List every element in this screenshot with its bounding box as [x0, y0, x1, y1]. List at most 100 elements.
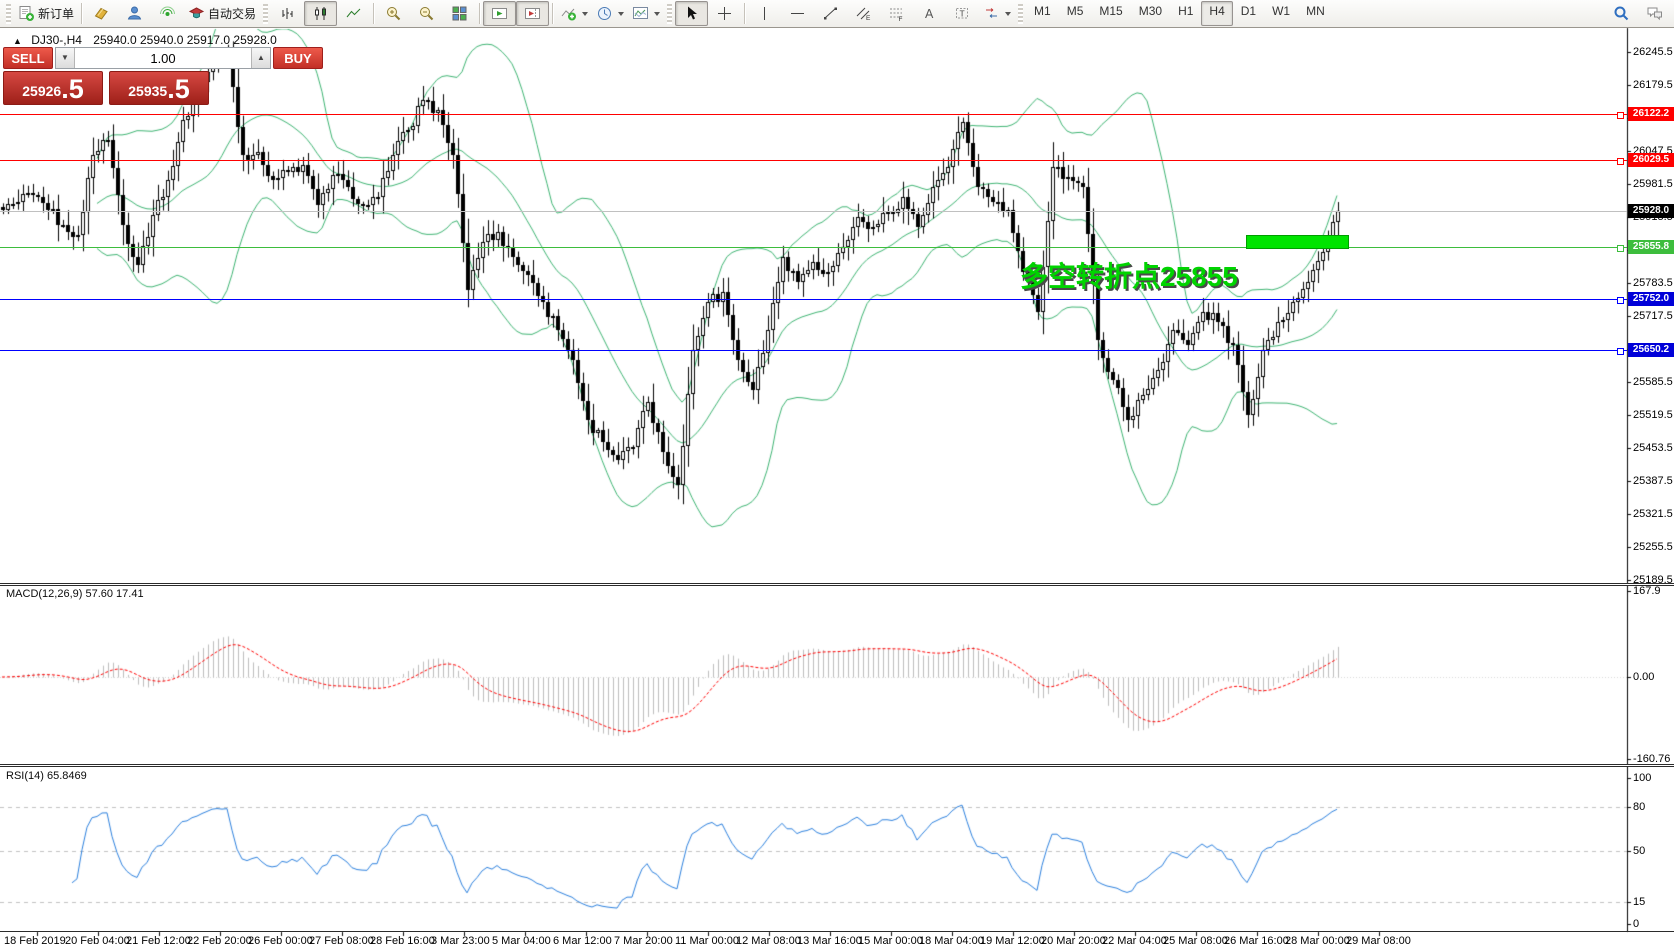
price-axis-tick-label: 25585.5 [1633, 376, 1673, 388]
chat-button[interactable] [1638, 1, 1671, 26]
time-axis-label: 20 Feb 04:00 [65, 935, 130, 947]
timeframe-m5-button[interactable]: M5 [1066, 4, 1084, 18]
chart-ohlc-values: 25940.0 25940.0 25917.0 25928.0 [93, 33, 277, 47]
price-level-label: 26122.2 [1628, 107, 1674, 121]
bar-chart-button[interactable] [271, 1, 304, 26]
tile-windows-button[interactable] [443, 1, 476, 26]
horizontal-level-line[interactable] [0, 299, 1627, 300]
periods-button[interactable] [592, 1, 628, 26]
time-axis-separator [0, 931, 1674, 932]
vertical-line-button[interactable] [748, 1, 781, 26]
horizontal-level-line[interactable] [0, 247, 1627, 248]
fibonacci-button[interactable]: F [880, 1, 913, 26]
new-order-button[interactable]: 新订单 [14, 1, 78, 26]
templates-button[interactable] [628, 1, 664, 26]
price-axis-tick-label: 26179.5 [1633, 79, 1673, 91]
rsi-indicator-label: RSI(14) 65.8469 [6, 770, 87, 782]
crosshair-button[interactable] [708, 1, 741, 26]
volume-increase-button[interactable]: ▲ [251, 48, 270, 68]
level-line-handle[interactable] [1617, 245, 1624, 252]
new-order-label: 新订单 [38, 7, 75, 21]
sell-button[interactable]: SELL [3, 47, 53, 69]
price-level-label: 25752.0 [1628, 292, 1674, 306]
price-axis-tick-label: 26245.5 [1633, 46, 1673, 58]
profile-button[interactable] [118, 1, 151, 26]
macd-axis-tick-label: 0.00 [1633, 671, 1655, 683]
text-label-button[interactable]: T [946, 1, 979, 26]
signals-button[interactable] [151, 1, 184, 26]
toolbar-grip[interactable] [263, 3, 269, 24]
time-axis[interactable]: 18 Feb 2019 20 Feb 04:00 21 Feb 12:00 22 Fe… [0, 932, 1674, 949]
buy-button[interactable]: BUY [273, 47, 323, 69]
search-icon [1613, 5, 1630, 22]
horizontal-level-line[interactable] [0, 160, 1627, 161]
time-axis-label: 27 Feb 08:00 [309, 935, 374, 947]
text-icon: A [921, 5, 938, 22]
indicators-icon [560, 5, 577, 22]
level-line-handle[interactable] [1617, 112, 1624, 119]
trendline-button[interactable] [814, 1, 847, 26]
horizontal-level-line[interactable] [0, 114, 1627, 115]
auto-scroll-button[interactable] [483, 1, 517, 26]
candlestick-chart-button[interactable] [304, 1, 338, 26]
timeframe-h1-button[interactable]: H1 [1178, 4, 1194, 18]
search-button[interactable] [1605, 1, 1638, 26]
level-line-handle[interactable] [1617, 158, 1624, 165]
time-axis-label: 28 Mar 00:00 [1285, 935, 1350, 947]
highlight-rectangle[interactable] [1246, 235, 1349, 249]
rsi-axis-tick-label: 0 [1633, 918, 1640, 930]
rsi-panel-separator[interactable] [0, 764, 1674, 767]
toolbar-grip[interactable] [667, 3, 673, 24]
price-axis-tick-label: 25981.5 [1633, 178, 1673, 190]
timeframe-d1-button[interactable]: D1 [1240, 4, 1257, 18]
price-level-label: 25855.8 [1628, 240, 1674, 254]
autotrading-label: 自动交易 [208, 7, 257, 21]
one-click-collapse-icon[interactable]: ▲ [13, 36, 22, 46]
timeframe-m15-button[interactable]: M15 [1099, 4, 1123, 18]
level-line-handle[interactable] [1617, 297, 1624, 304]
sell-price-box[interactable]: 25926 .5 [3, 71, 103, 105]
cursor-button[interactable] [675, 1, 709, 26]
toolbar-grip[interactable] [1018, 3, 1024, 24]
volume-decrease-button[interactable]: ▼ [56, 48, 75, 68]
line-chart-button[interactable] [337, 1, 370, 26]
text-button[interactable]: A [913, 1, 946, 26]
level-line-handle[interactable] [1617, 348, 1624, 355]
templates-icon [632, 5, 649, 22]
trendline-icon [822, 5, 839, 22]
toolbar: 新订单 自动交易 [0, 0, 1674, 28]
time-axis-label: 7 Mar 20:00 [614, 935, 673, 947]
price-axis-tick-label: 25783.5 [1633, 277, 1673, 289]
time-axis-label: 22 Feb 20:00 [187, 935, 252, 947]
wallet-button[interactable] [85, 1, 118, 26]
chart-annotation-text[interactable]: 多空转折点25855 [1020, 261, 1238, 292]
horizontal-line-button[interactable] [781, 1, 814, 26]
timeframe-w1-button[interactable]: W1 [1272, 4, 1291, 18]
toolbar-separator [552, 3, 554, 24]
rsi-axis-tick-label: 50 [1633, 845, 1646, 857]
price-axis-tick-label: 25255.5 [1633, 541, 1673, 553]
svg-text:A: A [925, 7, 934, 21]
timeframe-m30-button[interactable]: M30 [1138, 4, 1163, 18]
time-axis-label: 15 Mar 00:00 [858, 935, 923, 947]
current-price-line[interactable] [0, 211, 1627, 212]
price-axis-tick-label: 25387.5 [1633, 475, 1673, 487]
timeframe-mn-button[interactable]: MN [1306, 4, 1325, 18]
chart-shift-button[interactable] [516, 1, 550, 26]
timeframe-m1-button[interactable]: M1 [1034, 4, 1051, 18]
volume-input[interactable] [75, 48, 251, 68]
autotrading-button[interactable]: 自动交易 [184, 1, 260, 26]
toolbar-grip[interactable] [6, 3, 11, 24]
macd-panel-separator[interactable] [0, 583, 1674, 586]
chevron-down-icon [618, 11, 625, 16]
horizontal-level-line[interactable] [0, 350, 1627, 351]
indicators-button[interactable] [556, 1, 592, 26]
zoom-out-button[interactable] [410, 1, 443, 26]
zoom-in-button[interactable] [377, 1, 410, 26]
timeframe-h4-button[interactable]: H4 [1201, 1, 1233, 26]
equidistant-channel-button[interactable]: E [847, 1, 880, 26]
shapes-button[interactable] [979, 1, 1015, 26]
buy-price-box[interactable]: 25935 .5 [109, 71, 209, 105]
rsi-axis-tick-label: 80 [1633, 801, 1646, 814]
